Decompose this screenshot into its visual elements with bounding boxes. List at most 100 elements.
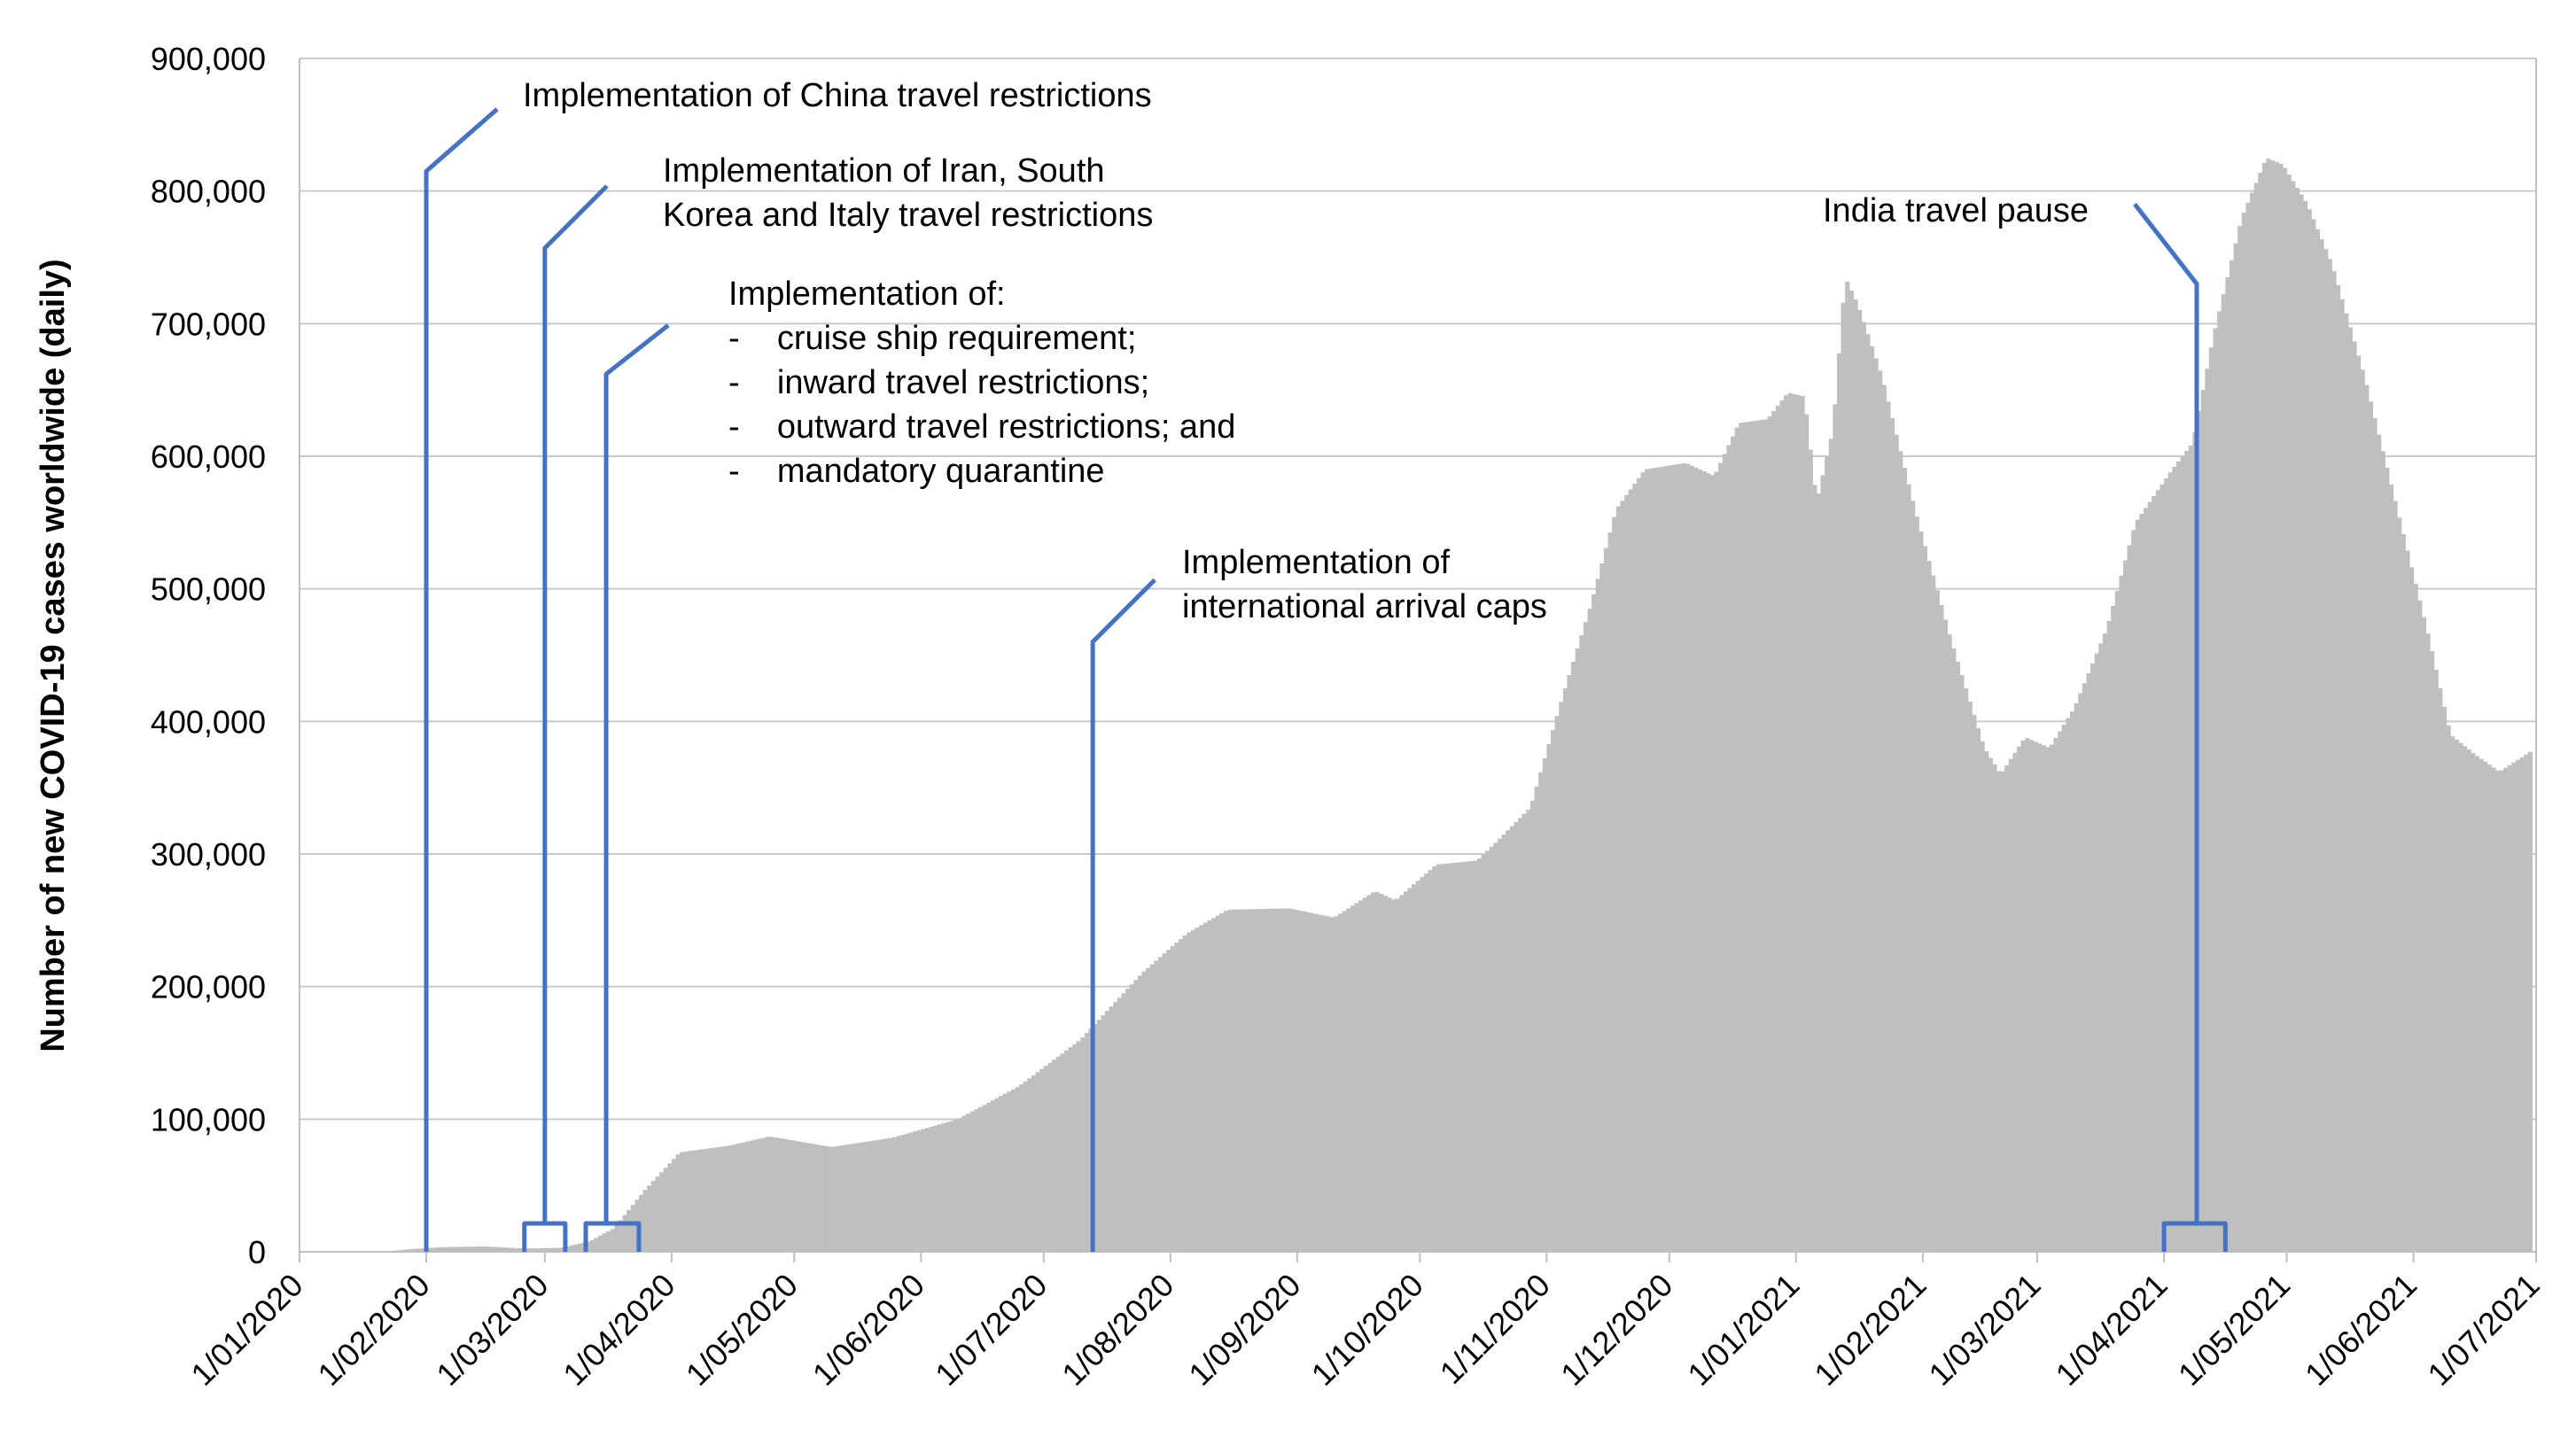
daily-case-bar (1101, 1015, 1106, 1252)
daily-case-bar (1109, 1006, 1114, 1252)
daily-case-bar (1387, 897, 1392, 1252)
daily-case-bar (1448, 863, 1453, 1252)
daily-case-bar (1836, 353, 1842, 1252)
daily-case-bar (2144, 508, 2149, 1252)
daily-case-bar (2160, 484, 2165, 1252)
daily-case-bar (1730, 436, 1736, 1252)
daily-case-bar (974, 1109, 979, 1252)
daily-case-bar (2286, 174, 2292, 1253)
daily-case-bar (1955, 661, 1960, 1252)
daily-case-bar (2450, 736, 2455, 1252)
daily-case-bar (2487, 765, 2492, 1252)
daily-case-bar (524, 1248, 529, 1252)
daily-case-bar (455, 1246, 460, 1252)
daily-case-bar (2331, 270, 2337, 1253)
daily-case-bar (1473, 860, 1478, 1252)
daily-case-bar (1865, 334, 1871, 1253)
daily-case-bar (966, 1114, 971, 1252)
y-axis-ticks: 0 100,000 200,000 300,000 400,000 500,000 600,… (151, 41, 266, 1270)
daily-case-bar (1902, 468, 1907, 1252)
daily-case-bar (2352, 341, 2357, 1253)
daily-case-bar (1603, 547, 1609, 1252)
daily-case-bar (655, 1176, 660, 1252)
daily-case-bar (2401, 533, 2406, 1252)
x-tick-label: 1/09/2020 (1181, 1267, 1307, 1393)
daily-case-bar (533, 1248, 538, 1252)
daily-case-bar (1285, 908, 1290, 1252)
daily-case-bar (663, 1168, 668, 1252)
daily-case-bar (1190, 929, 1196, 1252)
daily-case-bar (1252, 909, 1257, 1252)
daily-case-bar (1685, 463, 1691, 1252)
daily-case-bar (2082, 683, 2088, 1252)
annotation-text: Korea and Italy travel restrictions (663, 197, 1153, 234)
daily-case-bar (1321, 915, 1327, 1252)
daily-case-bar (1370, 892, 1376, 1252)
x-tick-label: 1/11/2020 (1433, 1267, 1557, 1391)
daily-case-bar (1861, 322, 1866, 1253)
daily-case-bar (2225, 276, 2230, 1253)
daily-case-bar (1881, 384, 1887, 1252)
daily-case-bar (2135, 519, 2141, 1252)
daily-case-bar (683, 1151, 689, 1252)
daily-case-bar (1632, 484, 1638, 1252)
daily-case-bar (2466, 749, 2471, 1252)
daily-case-bar (2282, 167, 2288, 1253)
daily-case-bar (2049, 744, 2055, 1252)
daily-case-bar (2188, 446, 2193, 1252)
daily-case-bar (1379, 894, 1384, 1252)
daily-case-bar (516, 1247, 521, 1252)
daily-case-bar (2462, 746, 2468, 1252)
daily-case-bar (986, 1102, 992, 1253)
daily-case-bar (2483, 761, 2488, 1252)
daily-case-bar (1996, 771, 2002, 1252)
daily-case-bar (876, 1139, 881, 1252)
x-tick-label: 1/10/2020 (1304, 1267, 1430, 1393)
daily-case-bar (1612, 516, 1617, 1252)
daily-case-bar (757, 1138, 763, 1252)
daily-case-bar (1105, 1011, 1110, 1252)
daily-case-bar (1742, 422, 1748, 1252)
annotation-text: - inward travel restrictions; (728, 364, 1149, 401)
daily-case-bar (1701, 471, 1707, 1252)
daily-case-bar (1210, 918, 1217, 1252)
daily-case-bar (860, 1142, 865, 1252)
daily-case-bar (2037, 743, 2043, 1252)
x-tick-label: 1/01/2020 (183, 1267, 309, 1393)
daily-case-bar (896, 1136, 901, 1252)
daily-case-bar (1399, 895, 1405, 1252)
daily-case-bar (1350, 905, 1356, 1252)
daily-case-bar (556, 1247, 562, 1252)
daily-case-bar (1202, 922, 1208, 1252)
daily-case-bar (2397, 517, 2402, 1252)
daily-case-bar (1015, 1087, 1020, 1252)
daily-case-bar (2167, 472, 2173, 1252)
daily-case-bar (1947, 634, 1952, 1252)
daily-case-bar (1669, 465, 1674, 1252)
daily-case-bar (2377, 434, 2382, 1252)
daily-case-bar (1939, 604, 1944, 1252)
daily-case-bar (2527, 751, 2533, 1252)
daily-case-bar (2299, 194, 2304, 1252)
daily-case-bar (1514, 821, 1519, 1252)
daily-case-bar (1476, 858, 1483, 1252)
daily-case-bar (1366, 895, 1372, 1252)
daily-case-bar (667, 1163, 673, 1252)
daily-case-bar (827, 1146, 832, 1252)
daily-case-bar (1305, 912, 1311, 1252)
daily-case-bar (2208, 347, 2214, 1252)
daily-case-bar (2388, 484, 2394, 1252)
daily-case-bar (1706, 473, 1711, 1252)
x-tick-label: 1/02/2020 (310, 1267, 436, 1393)
daily-case-bar (1113, 1002, 1118, 1252)
y-tick-label: 800,000 (151, 174, 266, 210)
daily-case-bar (839, 1145, 844, 1252)
daily-case-bar (1898, 451, 1903, 1252)
daily-case-bar (2069, 711, 2075, 1252)
daily-case-bar (1170, 946, 1176, 1252)
daily-case-bar (1698, 469, 1703, 1252)
daily-case-bar (2012, 752, 2018, 1252)
daily-case-bar (680, 1152, 685, 1252)
daily-case-bar (589, 1239, 595, 1252)
daily-case-bar (2053, 738, 2058, 1252)
